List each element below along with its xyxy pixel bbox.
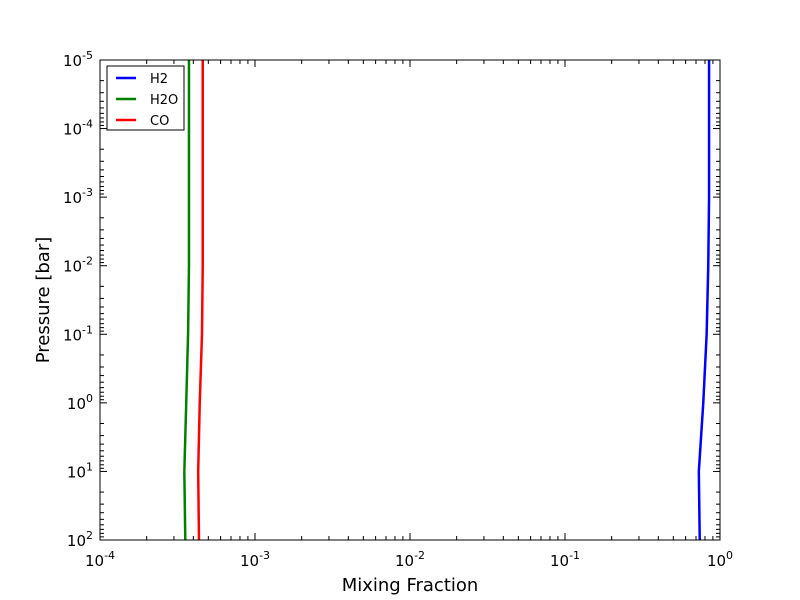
legend-label-co: CO [150,114,169,129]
y-tick-label: 10-1 [63,323,93,344]
ticks-layer: 10-4 10-3 10-2 10-1 100 10-5 10-4 10-3 10-2 10-1 1… [63,49,733,570]
series-line-h2o [183,60,191,541]
x-tick-label: 10-3 [240,549,270,570]
x-tick-label: 10-2 [395,549,425,570]
y-tick-label: 102 [67,529,93,550]
y-tick-label: 10-5 [63,49,93,70]
x-tick-label: 10-4 [85,549,115,570]
x-tick-label: 10-1 [550,549,580,570]
y-tick-label: 101 [67,460,93,481]
y-tick-label: 10-3 [63,186,93,207]
legend-label-h2o: H2O [150,93,178,108]
plot-frame [99,59,721,541]
legend-label-h2: H2 [150,72,168,87]
series-line-h2 [697,60,711,541]
y-tick-label: 100 [67,392,93,413]
series-line-co [196,60,204,541]
legend: H2 H2O CO [106,65,185,131]
x-axis-label: Mixing Fraction [342,575,479,596]
x-tick-label: 100 [707,549,733,570]
series-layer [183,60,711,541]
y-axis-label: Pressure [bar] [33,237,54,363]
y-tick-label: 10-4 [63,118,93,139]
y-tick-label: 10-2 [63,255,93,276]
